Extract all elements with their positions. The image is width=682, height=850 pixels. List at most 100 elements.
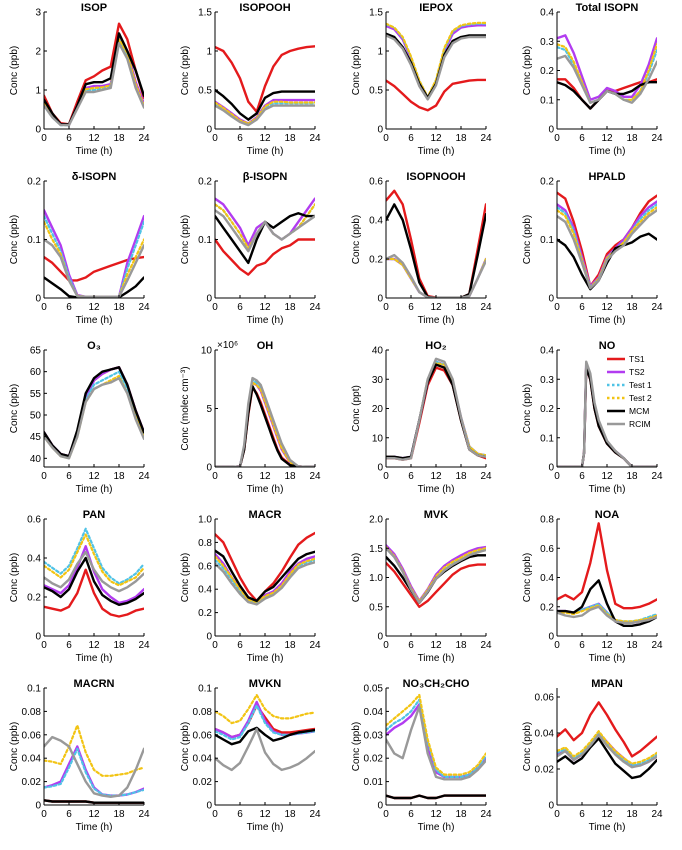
x-tick-label: 0 xyxy=(554,133,560,144)
x-tick-label: 6 xyxy=(408,302,414,313)
y-tick-label: 0.2 xyxy=(540,66,554,77)
y-tick-label: 0.02 xyxy=(22,777,42,788)
y-axis-label: Conc (ppt) xyxy=(351,385,362,432)
panel-title: O₃ xyxy=(87,340,101,352)
panel-title: NO xyxy=(599,340,616,352)
x-tick-label: 12 xyxy=(259,302,271,313)
x-axis-label: Time (h) xyxy=(418,822,455,833)
y-tick-label: 0 xyxy=(548,125,554,136)
series-line-rcim xyxy=(44,377,144,460)
y-tick-label: 0.5 xyxy=(369,86,383,97)
x-tick-label: 24 xyxy=(480,302,492,313)
x-axis-label: Time (h) xyxy=(247,822,284,833)
y-tick-label: 3 xyxy=(35,8,41,19)
series-line-ts1 xyxy=(386,78,486,112)
panel-15-mvk: 0 6 12 18 24 0 0.5 1.0 1.5 2.0 MVK Time (h) Conc (pp… xyxy=(351,509,492,664)
y-tick-label: 0 xyxy=(377,294,383,305)
series-line-test-2 xyxy=(386,693,486,776)
x-tick-label: 12 xyxy=(88,302,100,313)
y-tick-label: 0.1 xyxy=(540,433,554,444)
panel-title: MACRN xyxy=(74,678,115,690)
x-tick-label: 0 xyxy=(554,471,560,482)
x-tick-label: 0 xyxy=(212,809,218,820)
y-tick-label: 0.02 xyxy=(535,765,555,776)
y-tick-label: 1.5 xyxy=(369,544,383,555)
panel-title: MVKN xyxy=(249,678,281,690)
panel-4-total-isopn: 0 6 12 18 24 0 0.1 0.2 0.3 0.4 Total ISOPN Time (h)… xyxy=(522,2,663,157)
x-tick-label: 24 xyxy=(651,133,663,144)
y-tick-label: 0 xyxy=(548,294,554,305)
x-axis-label: Time (h) xyxy=(76,315,113,326)
x-tick-label: 12 xyxy=(88,640,100,651)
panel-title: β-ISOPN xyxy=(243,171,288,183)
series-line-test-2 xyxy=(215,693,315,725)
y-tick-label: 0 xyxy=(548,463,554,474)
legend-label-mcm: MCM xyxy=(629,406,649,416)
y-axis-label: Conc (ppb) xyxy=(180,46,191,95)
y-axis-label: Conc (ppb) xyxy=(522,384,533,433)
series-line-test-2 xyxy=(215,381,315,467)
x-tick-label: 24 xyxy=(480,471,492,482)
x-tick-label: 0 xyxy=(554,302,560,313)
series-line-rcim xyxy=(44,42,144,127)
y-tick-label: 0 xyxy=(206,463,212,474)
panel-17-macrn: 0 6 12 18 24 0 0.02 0.04 0.06 0.08 0.1 MACRN Time (h… xyxy=(9,678,150,833)
y-tick-label: 0 xyxy=(377,125,383,136)
panel-title: HPALD xyxy=(588,171,625,183)
legend-label-rcim: RCIM xyxy=(629,419,651,429)
panel-3-iepox: 0 6 12 18 24 0 0.5 1 1.5 IEPOX Time (h) Conc (ppb) xyxy=(351,2,492,157)
panel-2-isopooh: 0 6 12 18 24 0 0.5 1 1.5 ISOPOOH Time (h) Conc (ppb… xyxy=(180,2,321,157)
panel-title: NOA xyxy=(595,509,620,521)
series-group xyxy=(44,366,144,460)
x-axis-label: Time (h) xyxy=(589,146,626,157)
y-axis-label: Conc (ppb) xyxy=(180,722,191,771)
x-tick-label: 24 xyxy=(651,640,663,651)
x-tick-label: 24 xyxy=(138,809,150,820)
x-tick-label: 12 xyxy=(430,302,442,313)
panel-13-pan: 0 6 12 18 24 0 0.2 0.4 0.6 PAN Time (h) Conc (ppb) xyxy=(9,509,150,664)
x-tick-label: 0 xyxy=(554,640,560,651)
x-tick-label: 0 xyxy=(554,809,560,820)
y-axis-label: Conc (ppb) xyxy=(351,553,362,602)
x-tick-label: 18 xyxy=(113,133,125,144)
series-group xyxy=(386,189,486,298)
y-axis-label: Conc (ppb) xyxy=(180,215,191,264)
x-tick-label: 24 xyxy=(651,302,663,313)
panel-title: HO₂ xyxy=(425,340,447,352)
x-tick-label: 12 xyxy=(88,809,100,820)
series-line-test-2 xyxy=(215,100,315,125)
y-tick-label: 0 xyxy=(35,632,41,643)
x-tick-label: 24 xyxy=(138,471,150,482)
x-tick-label: 24 xyxy=(309,133,321,144)
panel-title: ISOP xyxy=(81,2,107,14)
x-tick-label: 0 xyxy=(383,640,389,651)
y-tick-label: 1 xyxy=(35,86,41,97)
y-tick-label: 45 xyxy=(30,432,42,443)
y-tick-label: 0 xyxy=(35,125,41,136)
x-tick-label: 18 xyxy=(455,471,467,482)
x-tick-label: 0 xyxy=(383,133,389,144)
y-tick-label: 0.06 xyxy=(193,730,213,741)
x-tick-label: 6 xyxy=(579,640,585,651)
x-tick-label: 18 xyxy=(284,471,296,482)
x-axis-label: Time (h) xyxy=(418,315,455,326)
x-tick-label: 0 xyxy=(212,302,218,313)
x-tick-label: 24 xyxy=(309,471,321,482)
x-tick-label: 6 xyxy=(237,809,243,820)
x-tick-label: 18 xyxy=(113,640,125,651)
x-tick-label: 18 xyxy=(113,471,125,482)
series-line-mcm xyxy=(215,88,315,121)
series-line-ts1 xyxy=(215,238,315,276)
x-tick-label: 6 xyxy=(66,809,72,820)
x-tick-label: 12 xyxy=(601,809,613,820)
x-tick-label: 24 xyxy=(309,640,321,651)
x-tick-label: 18 xyxy=(455,640,467,651)
x-tick-label: 6 xyxy=(237,133,243,144)
x-tick-label: 0 xyxy=(41,809,47,820)
x-tick-label: 0 xyxy=(212,133,218,144)
y-tick-label: 1.0 xyxy=(369,573,383,584)
x-tick-label: 18 xyxy=(113,302,125,313)
series-line-mcm xyxy=(44,366,144,458)
x-tick-label: 12 xyxy=(259,133,271,144)
x-tick-label: 12 xyxy=(259,809,271,820)
